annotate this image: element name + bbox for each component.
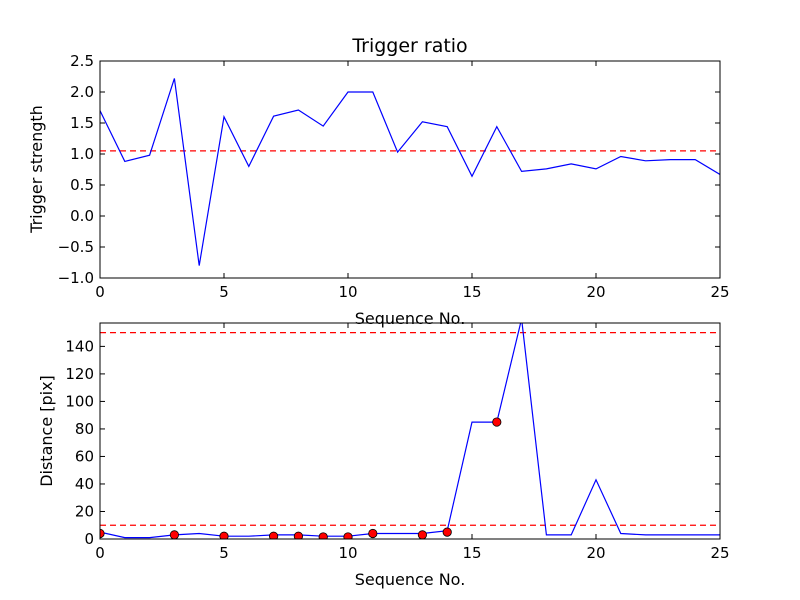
y-tick-label: 2.5 xyxy=(70,52,94,70)
data-point-marker xyxy=(318,532,328,539)
x-tick-label: 15 xyxy=(462,283,481,301)
y-tick-label: 0 xyxy=(84,530,94,548)
x-axis-label: Sequence No. xyxy=(355,309,466,328)
y-tick-label: 120 xyxy=(65,365,94,383)
data-point-marker xyxy=(492,417,502,427)
y-tick-label: 1.5 xyxy=(70,114,94,132)
series-line xyxy=(100,323,720,539)
x-tick-label: 5 xyxy=(219,544,229,562)
y-tick-label: 60 xyxy=(75,447,94,465)
x-tick-label: 25 xyxy=(710,283,729,301)
data-point-marker xyxy=(293,531,303,539)
x-tick-label: 0 xyxy=(95,283,105,301)
x-tick-label: 10 xyxy=(338,283,357,301)
plot-marks: 0 5 10 15 20 25 −1.0 −0.5 0.0 0.5 1.0 1.5 2.0 2.5 xyxy=(58,52,730,301)
data-point-marker xyxy=(169,530,179,539)
plot-marks: 0 5 10 15 20 25 0 20 40 60 80 100 120 140 xyxy=(65,323,730,562)
data-point-marker xyxy=(368,528,378,539)
y-tick-label: −0.5 xyxy=(58,238,94,256)
data-point-marker xyxy=(442,527,452,537)
y-tick-label: 140 xyxy=(65,337,94,355)
x-tick-label: 25 xyxy=(710,544,729,562)
y-tick-label: 2.0 xyxy=(70,83,94,101)
y-tick-label: 100 xyxy=(65,392,94,410)
data-point-marker xyxy=(343,532,353,539)
data-point-marker xyxy=(269,531,279,539)
x-tick-label: 20 xyxy=(586,544,605,562)
plot-frame xyxy=(99,322,721,540)
plot-data-area xyxy=(100,323,720,539)
chart-title: Trigger ratio xyxy=(351,35,467,57)
x-axis-label: Sequence No. xyxy=(355,570,466,589)
y-axis-label: Trigger strength xyxy=(27,105,46,234)
x-tick-label: 20 xyxy=(586,283,605,301)
data-point-marker xyxy=(417,530,427,539)
plot-frame xyxy=(99,60,721,279)
trigger-ratio-plot: Trigger ratio Sequence No. Trigger stren… xyxy=(27,35,730,328)
x-tick-label: 5 xyxy=(219,283,229,301)
series-line xyxy=(100,78,720,266)
y-tick-label: 1.0 xyxy=(70,145,94,163)
plot-data-area xyxy=(100,78,720,266)
distance-plot: Sequence No. Distance [pix] 0 5 10 15 20 25 0 2… xyxy=(37,322,730,589)
y-tick-label: 0.5 xyxy=(70,176,94,194)
y-tick-label: 20 xyxy=(75,502,94,520)
y-tick-label: −1.0 xyxy=(58,269,94,287)
y-tick-label: 40 xyxy=(75,475,94,493)
x-tick-label: 10 xyxy=(338,544,357,562)
y-tick-label: 80 xyxy=(75,420,94,438)
x-tick-label: 0 xyxy=(95,544,105,562)
x-tick-label: 15 xyxy=(462,544,481,562)
y-tick-label: 0.0 xyxy=(70,207,94,225)
data-point-marker xyxy=(219,531,229,539)
y-axis-label: Distance [pix] xyxy=(37,375,56,487)
